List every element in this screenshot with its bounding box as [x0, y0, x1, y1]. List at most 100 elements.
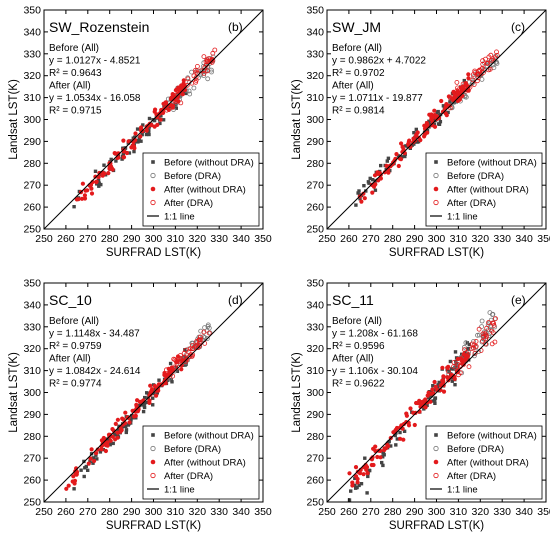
x-tick-label: 340 [232, 233, 250, 245]
y-tick-label: 320 [23, 70, 41, 82]
regression-annotation: Before (All) [49, 316, 99, 327]
y-tick-label: 260 [306, 475, 324, 487]
x-tick-label: 260 [57, 233, 75, 245]
data-point [432, 122, 436, 126]
data-point [97, 184, 101, 188]
legend-marker [433, 199, 439, 206]
data-point [349, 489, 353, 493]
legend-marker [150, 172, 156, 179]
data-point [466, 364, 472, 370]
data-point [386, 156, 391, 160]
data-point [437, 380, 441, 385]
data-point [470, 77, 476, 83]
data-point [484, 63, 490, 69]
data-point [353, 483, 357, 487]
data-point [162, 370, 167, 376]
data-point [115, 417, 120, 422]
panel-tag: (e) [511, 293, 526, 307]
x-tick-label: 350 [254, 506, 272, 518]
data-point [196, 75, 202, 80]
data-point [419, 400, 424, 405]
data-point [398, 436, 403, 441]
data-point [133, 135, 137, 139]
legend-label: After (without DRA) [164, 184, 246, 195]
data-point [489, 328, 495, 334]
data-point [393, 433, 397, 438]
data-point [476, 326, 482, 332]
data-point [466, 76, 471, 81]
data-point [145, 400, 149, 405]
y-tick-label: 280 [23, 158, 41, 170]
y-tick-label: 310 [23, 92, 41, 104]
data-point [82, 193, 87, 198]
data-point [88, 456, 93, 461]
data-point [431, 399, 435, 403]
data-point [86, 461, 91, 466]
data-point [384, 163, 389, 168]
data-point [121, 155, 126, 160]
data-point [450, 379, 454, 383]
legend-label: After (without DRA) [447, 184, 529, 195]
data-point [175, 359, 180, 364]
scatter-panel-d: 250 260 270 280 290 300 310 320 330 340 3502502602… [8, 278, 272, 533]
data-point [169, 365, 174, 370]
data-point [488, 52, 494, 58]
data-point [414, 127, 418, 132]
regression-annotation: R² = 0.9774 [49, 379, 102, 390]
y-tick-label: 270 [306, 180, 324, 192]
data-point [88, 182, 94, 187]
data-point [133, 138, 138, 143]
data-point [194, 64, 200, 69]
x-axis-title: SURFRAD LST(K) [106, 247, 201, 259]
data-point [169, 96, 174, 102]
data-point [158, 117, 163, 122]
legend-marker [433, 172, 439, 179]
data-point [191, 73, 197, 79]
data-point [131, 144, 137, 149]
data-point [365, 491, 369, 495]
data-point [450, 96, 455, 101]
data-point [432, 108, 437, 113]
data-point [364, 189, 368, 193]
data-point [201, 54, 207, 59]
y-tick-label: 300 [306, 114, 324, 126]
data-point [427, 119, 431, 123]
data-point [401, 437, 406, 442]
data-point [452, 374, 457, 379]
y-tick-label: 250 [23, 497, 41, 509]
data-point [141, 123, 145, 127]
data-point [202, 335, 208, 341]
data-points [347, 310, 498, 502]
data-point [126, 139, 131, 144]
y-tick-label: 350 [23, 5, 41, 17]
data-point [124, 430, 128, 435]
data-point [359, 199, 364, 204]
data-point [461, 344, 467, 350]
data-point [418, 138, 423, 143]
one-to-one-line [326, 9, 547, 230]
data-point [471, 74, 477, 80]
data-point [166, 107, 171, 112]
data-point [151, 396, 155, 400]
one-to-one-line [43, 9, 264, 230]
data-point [353, 476, 357, 481]
data-point [152, 124, 157, 129]
data-point [417, 409, 422, 414]
y-axis-title: Landsat LST(K) [291, 79, 303, 160]
data-point [180, 92, 185, 97]
data-point [193, 79, 199, 85]
data-point [161, 118, 166, 122]
x-tick-label: 260 [340, 506, 358, 518]
regression-annotation: After (All) [49, 81, 91, 92]
data-point [425, 122, 430, 127]
data-point [205, 76, 211, 82]
data-point [370, 455, 375, 460]
data-point [473, 338, 479, 344]
regression-annotation: y = 1.0842x - 24.614 [49, 366, 141, 377]
data-point [437, 113, 441, 118]
data-point [459, 358, 464, 363]
one-to-one-line [43, 282, 264, 503]
panel-tag: (d) [228, 293, 243, 307]
data-point [132, 149, 136, 154]
data-point [480, 338, 485, 344]
